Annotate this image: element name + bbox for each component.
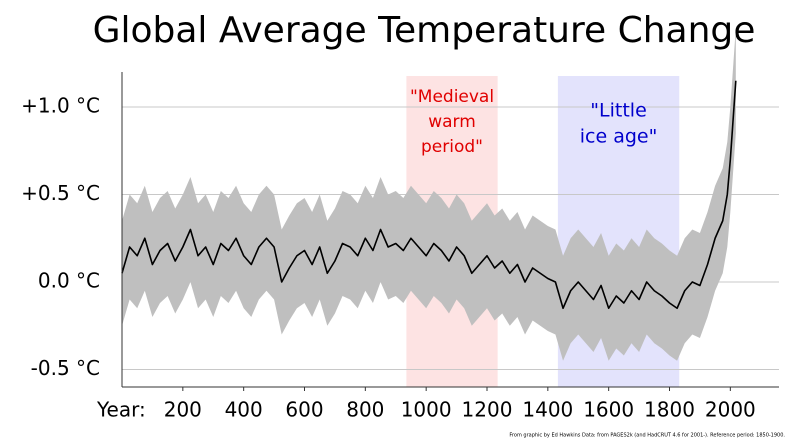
y-tick-label: -0.5 °C (31, 356, 100, 380)
x-axis-label: Year: (96, 398, 146, 422)
x-tick-label: 1200 (462, 398, 513, 422)
x-tick-label: 600 (285, 398, 323, 422)
uncertainty-band (122, 28, 736, 361)
x-tick-label: 1000 (401, 398, 452, 422)
y-tick-label: +0.5 °C (21, 181, 100, 205)
chart-title: Global Average Temperature Change (93, 10, 756, 51)
region-label: "Medieval (410, 87, 494, 107)
x-tick-label: 200 (164, 398, 202, 422)
region-label: ice age" (580, 126, 658, 148)
region-label: "Little (590, 100, 646, 122)
x-tick-label: 800 (346, 398, 384, 422)
footnote: From graphic by Ed Hawkins Data: from PA… (509, 433, 785, 439)
x-tick-label: 1400 (522, 398, 573, 422)
y-tick-label: +1.0 °C (21, 94, 100, 118)
x-tick-label: 1800 (644, 398, 695, 422)
x-tick-label: 1600 (583, 398, 634, 422)
x-tick-label: 400 (225, 398, 263, 422)
region-label: period" (421, 137, 483, 157)
x-tick-label: 2000 (705, 398, 756, 422)
region-label: warm (428, 112, 476, 132)
series-line (121, 80, 737, 310)
y-tick-label: 0.0 °C (38, 269, 100, 293)
